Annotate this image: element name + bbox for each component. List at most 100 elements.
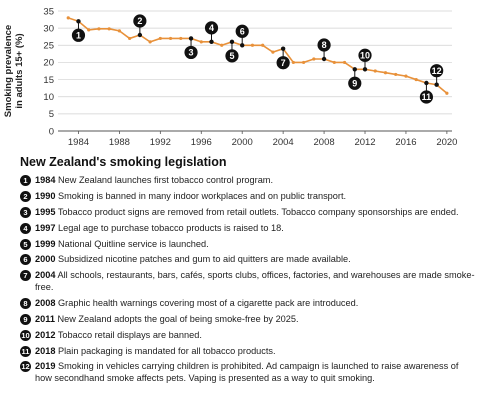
legend-text: Subsidized nicotine patches and gum to a… <box>58 254 351 265</box>
legend-text: New Zealand launches first tobacco contr… <box>58 175 274 185</box>
legend-item: 6 2000 Subsidized nicotine patches and gu… <box>20 254 475 266</box>
legend-number-badge: 8 <box>20 297 31 309</box>
legend-text: All schools, restaurants, bars, cafés, s… <box>35 270 475 292</box>
legend-item: 4 1997 Legal age to purchase tobacco prod… <box>20 222 475 235</box>
data-point <box>404 74 408 78</box>
marker-badge <box>276 56 290 70</box>
legend-item: 11 2018 Plain packaging is mandated for a… <box>20 345 475 358</box>
legend-item: 12 2019 Smoking in vehicles carrying chil… <box>20 361 475 384</box>
legend-number-badge: 2 <box>20 190 31 202</box>
legend-text: Tobacco retail displays are banned. <box>57 329 202 340</box>
marker-badge <box>235 24 249 38</box>
marker-number: 9 <box>352 78 357 88</box>
marker-number: 5 <box>229 51 234 61</box>
x-tick-label: 2016 <box>395 137 416 148</box>
legend-number-badge: 1 <box>20 175 31 186</box>
legend-text: National Quitline service is launched. <box>58 238 209 249</box>
data-point <box>66 16 70 20</box>
legend-text: Smoking is banned in many indoor workpla… <box>58 190 347 201</box>
legend-number-badge: 4 <box>20 222 31 234</box>
marker-number: 6 <box>240 26 245 36</box>
legend-text: Tobacco product signs are removed from r… <box>57 206 459 217</box>
legend-year: 1984 <box>35 175 56 185</box>
y-tick-label: 0 <box>49 126 54 137</box>
data-point <box>117 29 122 33</box>
data-point <box>148 40 152 44</box>
data-point <box>107 27 111 31</box>
y-axis-label: Smoking prevalence <box>3 25 14 117</box>
legend-number-badge: 11 <box>20 345 31 357</box>
y-axis-label: in adults 15+ (%) <box>14 33 25 108</box>
legend-item: 1 1984 New Zealand launches first tobacco… <box>20 175 475 187</box>
y-tick-label: 30 <box>43 23 54 34</box>
marker-badge <box>348 76 362 90</box>
x-tick-label: 2012 <box>354 137 375 148</box>
legend-item: 10 2012 Tobacco retail displays are banne… <box>20 329 475 342</box>
marker-badge <box>317 38 331 52</box>
data-point <box>87 28 91 32</box>
marker-dot <box>362 67 368 72</box>
data-point <box>128 36 132 41</box>
marker-dot <box>137 32 143 38</box>
data-point <box>271 50 275 54</box>
data-point <box>220 43 224 47</box>
y-tick-label: 10 <box>43 92 54 103</box>
legend-year: 1999 <box>35 238 56 249</box>
marker-dot <box>229 39 235 45</box>
marker-dot <box>352 67 357 72</box>
legend-year: 2008 <box>35 297 56 308</box>
legend-year: 2019 <box>35 361 56 372</box>
legend-text: New Zealand adopts the goal of being smo… <box>57 313 299 324</box>
marker-dot <box>434 82 439 87</box>
x-tick-label: 2004 <box>273 137 294 148</box>
legend-year: 2012 <box>35 329 56 340</box>
legend-year: 1995 <box>35 206 56 217</box>
legend-year: 1997 <box>35 222 56 233</box>
legend-year: 1990 <box>35 190 56 201</box>
legend-item: 5 1999 National Quitline service is launc… <box>20 238 475 251</box>
legend-item: 8 2008 Graphic health warnings covering m… <box>20 297 475 310</box>
y-tick-label: 5 <box>49 109 54 120</box>
legend-number-badge: 12 <box>20 361 31 373</box>
marker-number: 1 <box>76 30 81 40</box>
marker-badge <box>430 64 444 78</box>
legend-text: Smoking in vehicles carrying children is… <box>35 361 459 383</box>
legend-number-badge: 6 <box>20 254 31 266</box>
legend-text: Legal age to purchase tobacco products i… <box>58 222 284 233</box>
marker-badge <box>71 28 86 42</box>
marker-number: 2 <box>137 16 142 26</box>
marker-dot <box>76 19 81 24</box>
x-tick-label: 2020 <box>436 137 457 148</box>
data-point <box>250 43 255 47</box>
legend-text: Plain packaging is mandated for all toba… <box>58 345 276 356</box>
legend-number-badge: 7 <box>20 270 31 282</box>
marker-dot <box>209 39 214 45</box>
legend-year: 2004 <box>35 270 56 281</box>
data-point <box>394 72 398 77</box>
legend-number-badge: 5 <box>20 238 31 250</box>
marker-number: 3 <box>189 48 194 58</box>
marker-badge <box>358 48 372 62</box>
marker-dot <box>240 43 245 48</box>
data-point <box>199 40 203 44</box>
legend-item: 3 1995 Tobacco product signs are removed … <box>20 206 475 219</box>
x-tick-label: 1992 <box>150 137 171 148</box>
marker-number: 4 <box>209 23 214 33</box>
data-point <box>414 77 418 82</box>
y-tick-label: 20 <box>43 58 54 69</box>
legend-number-badge: 10 <box>20 329 31 341</box>
legend-item: 9 2011 New Zealand adopts the goal of bei… <box>20 313 475 326</box>
legend-list: 1 1984 New Zealand launches first tobacco… <box>20 175 475 389</box>
legend-item: 2 1990 Smoking is banned in many indoor w… <box>20 190 475 203</box>
data-point <box>445 91 449 95</box>
marker-number: 12 <box>432 66 442 76</box>
x-tick-label: 1988 <box>109 137 130 148</box>
data-point <box>168 36 173 41</box>
data-point <box>302 60 306 65</box>
prevalence-line <box>67 17 448 94</box>
marker-number: 7 <box>281 58 286 68</box>
y-tick-label: 25 <box>43 41 54 52</box>
data-point <box>383 71 388 75</box>
marker-badge <box>133 14 147 28</box>
